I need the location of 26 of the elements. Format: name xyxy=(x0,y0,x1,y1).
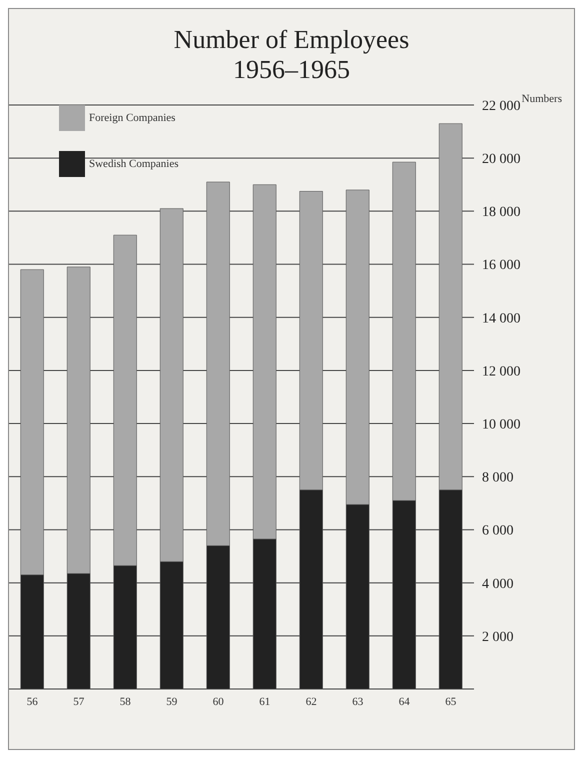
y-tick-label: 12 000 xyxy=(482,364,520,380)
y-tick-label: 20 000 xyxy=(482,152,520,168)
y-tick-label: 14 000 xyxy=(482,311,520,326)
x-tick-label: 60 xyxy=(212,696,224,708)
x-tick-label: 64 xyxy=(398,696,410,708)
chart-title: Number of Employees xyxy=(172,25,410,55)
y-tick-label: 8 000 xyxy=(482,470,514,486)
x-tick-label: 62 xyxy=(306,696,317,708)
legend-label: Swedish Companies xyxy=(89,158,179,170)
x-tick-label: 61 xyxy=(259,696,270,708)
y-tick-label: 2 000 xyxy=(482,630,514,645)
x-tick-label: 57 xyxy=(73,696,85,708)
chart-subtitle: 1956–1965 xyxy=(232,55,351,85)
y-tick-label: 18 000 xyxy=(482,205,520,220)
x-tick-label: 59 xyxy=(166,696,178,708)
legend-label: Foreign Companies xyxy=(89,112,176,124)
y-tick-label: 22 000 xyxy=(482,98,520,114)
x-tick-label: 63 xyxy=(352,696,364,708)
x-tick-label: 65 xyxy=(445,696,457,708)
y-tick-label: 6 000 xyxy=(482,524,514,539)
x-tick-label: 56 xyxy=(26,696,38,708)
y-tick-label: 10 000 xyxy=(482,418,520,433)
y-tick-label: 4 000 xyxy=(482,576,514,592)
y-axis-title: Numbers xyxy=(522,93,562,105)
y-tick-label: 16 000 xyxy=(482,258,520,274)
x-tick-label: 58 xyxy=(120,696,132,708)
